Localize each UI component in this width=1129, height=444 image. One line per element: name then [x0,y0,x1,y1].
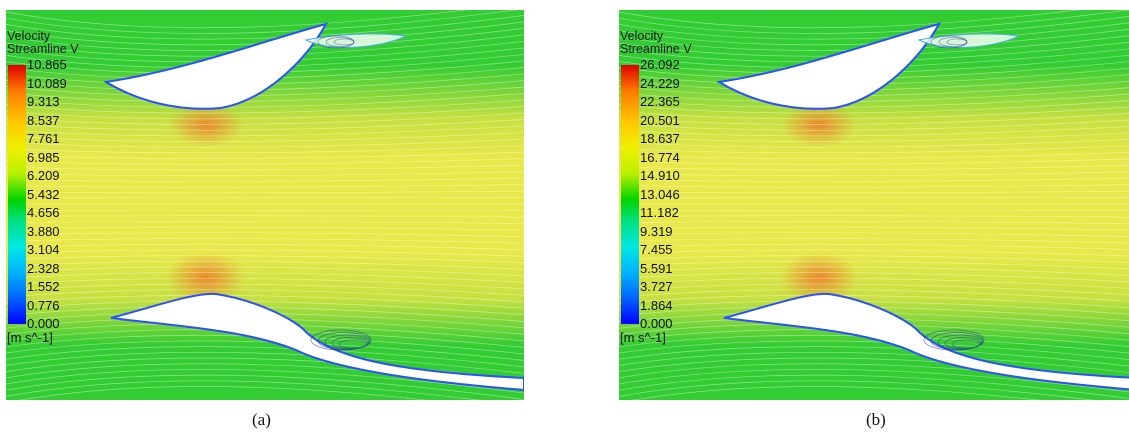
legend-tick-label: 5.432 [27,186,60,202]
legend-tick-label: 22.365 [640,94,680,109]
streamline-panel-b: Velocity Streamline V 26.092 24.229 22.365… [619,10,1129,400]
legend-tick-label: 13.046 [640,186,680,202]
legend-tick-label: 6.209 [27,168,60,183]
legend-tick-label: 10.089 [27,75,67,91]
legend-tick-label: 10.865 [27,57,67,72]
legend-tick-label: 0.000 [27,316,60,331]
legend-unit: [m s^-1] [7,330,53,345]
legend-tick-label: 7.761 [27,131,60,146]
legend-tick-label: 4.656 [27,205,60,220]
legend-tick-label: 3.727 [640,279,673,294]
streamline-field-b [619,10,1129,400]
legend-tick-label: 6.985 [27,149,60,165]
legend-tick-label: 16.774 [640,149,680,165]
color-scale-bar [8,65,26,324]
velocity-legend-a: Velocity Streamline V 10.865 10.089 9.313 8… [6,10,126,350]
legend-tick-label: 24.229 [640,75,680,91]
legend-tick-label: 20.501 [640,112,680,128]
legend-title: Velocity Streamline V [7,29,79,56]
streamline-field-a [6,10,524,400]
legend-tick-label: 3.104 [27,242,60,257]
legend-tick-label: 7.455 [640,242,673,257]
legend-tick-label: 0.000 [640,316,673,331]
legend-tick-label: 26.092 [640,57,680,72]
legend-tick-label: 1.552 [27,279,60,294]
streamline-panel-a: Velocity Streamline V 10.865 10.089 9.313 8… [6,10,524,400]
legend-tick-label: 8.537 [27,112,60,128]
color-scale-bar [621,65,639,324]
legend-tick-label: 14.910 [640,168,680,183]
legend-tick-label: 3.880 [27,223,60,239]
caption-a: (a) [252,410,271,429]
legend-tick-label: 11.182 [640,205,679,220]
legend-tick-label: 9.313 [27,94,60,109]
legend-tick-label: 2.328 [27,260,60,276]
legend-tick-label: 1.864 [640,297,673,313]
legend-title: Velocity Streamline V [620,29,692,56]
velocity-legend-b: Velocity Streamline V 26.092 24.229 22.365… [619,10,739,350]
caption-b: (b) [866,410,886,429]
legend-tick-label: 18.637 [640,131,680,146]
legend-tick-label: 9.319 [640,223,673,239]
legend-unit: [m s^-1] [620,330,666,345]
legend-tick-label: 5.591 [640,260,673,276]
legend-tick-label: 0.776 [27,297,60,313]
